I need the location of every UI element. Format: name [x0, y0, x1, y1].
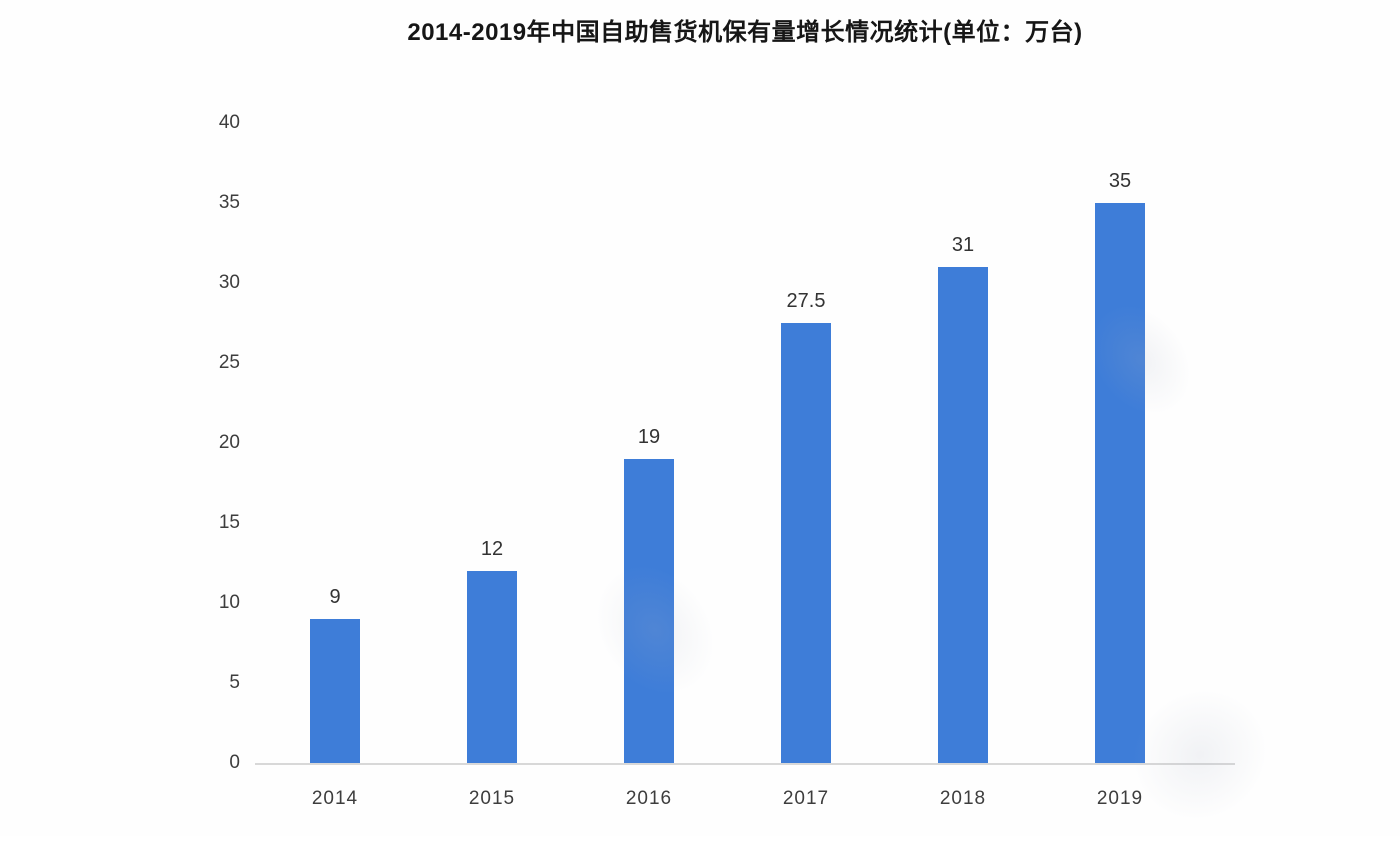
y-axis-tick-label: 15	[218, 512, 240, 533]
y-axis-tick-label: 35	[218, 192, 240, 213]
y-axis-tick-label: 20	[218, 432, 240, 453]
bar-2017	[781, 323, 831, 763]
y-axis-tick-label: 0	[229, 752, 240, 773]
bar-2015	[467, 571, 517, 763]
value-label-2015: 12	[480, 538, 504, 560]
x-axis-label-2018: 2018	[939, 788, 987, 809]
value-label-2019: 35	[1108, 170, 1132, 192]
x-axis-label-2017: 2017	[782, 788, 830, 809]
chart-title: 2014-2019年中国自助售货机保有量增长情况统计(单位：万台)	[407, 19, 1083, 46]
y-axis-tick-label: 5	[229, 672, 240, 693]
bar-2019	[1095, 203, 1145, 763]
x-axis-label-2014: 2014	[311, 788, 359, 809]
bar-2018	[938, 267, 988, 763]
bar-2014	[310, 619, 360, 763]
value-label-2016: 19	[637, 426, 661, 448]
y-axis-tick-label: 40	[218, 112, 240, 133]
bar-2016	[624, 459, 674, 763]
x-axis-label-2016: 2016	[625, 788, 673, 809]
value-label-2014: 9	[329, 586, 341, 608]
x-axis-label-2019: 2019	[1096, 788, 1144, 809]
plot-area: 9 2014 12 2015 19 2016 27.5 2017 31 2018 35 2019	[255, 123, 1235, 809]
value-label-2017: 27.5	[786, 290, 826, 312]
y-axis-tick-label: 10	[218, 592, 240, 613]
y-axis-tick-label: 30	[218, 272, 240, 293]
x-axis-label-2015: 2015	[468, 788, 516, 809]
y-axis-tick-label: 25	[218, 352, 240, 373]
value-label-2018: 31	[951, 234, 975, 256]
